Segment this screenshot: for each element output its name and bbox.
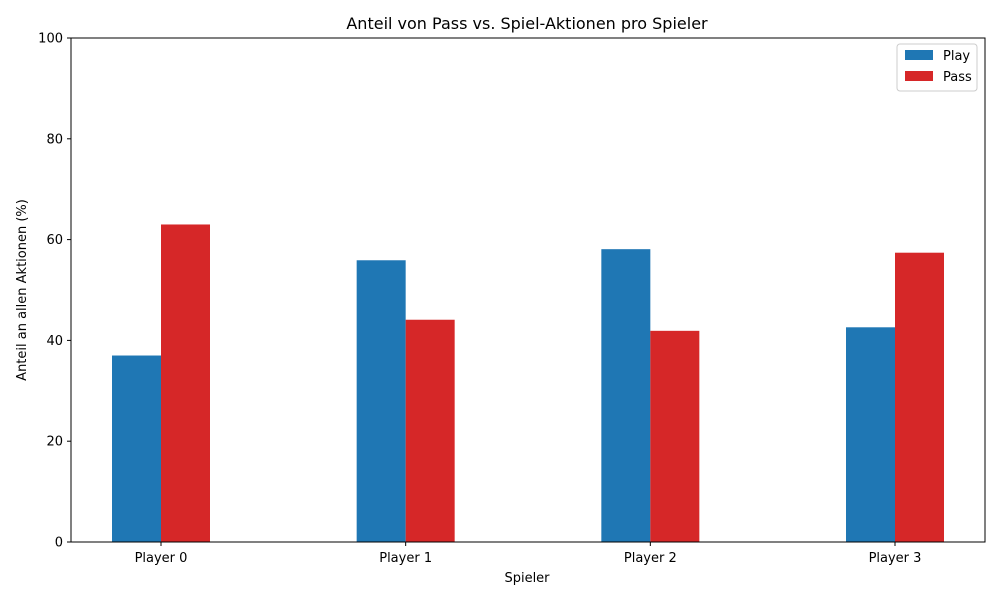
- bar-pass-player-0: [161, 224, 210, 543]
- bars-group: [112, 224, 944, 543]
- x-axis-ticks: Player 0 Player 1 Player 2 Player 3: [135, 542, 922, 566]
- y-tick-label: 40: [46, 334, 63, 349]
- bar-play-player-3: [846, 327, 895, 542]
- x-tick-label: Player 3: [869, 551, 922, 566]
- y-tick-label: 20: [46, 435, 63, 450]
- bar-pass-player-1: [405, 319, 455, 542]
- y-axis-label: Anteil an allen Aktionen (%): [15, 199, 30, 381]
- x-tick-label: Player 2: [624, 551, 677, 566]
- y-tick-label: 80: [46, 132, 63, 147]
- bar-pass-player-2: [650, 330, 700, 542]
- bar-play-player-0: [112, 355, 161, 542]
- y-tick-label: 0: [55, 536, 63, 551]
- legend-label-play: Play: [943, 49, 970, 64]
- legend-swatch-play: [905, 50, 933, 60]
- bar-pass-player-3: [895, 252, 944, 543]
- legend-swatch-pass: [905, 71, 933, 81]
- x-tick-label: Player 0: [135, 551, 188, 566]
- legend: Play Pass: [896, 43, 978, 92]
- chart-title: Anteil von Pass vs. Spiel-Aktionen pro S…: [346, 14, 708, 33]
- y-tick-label: 60: [46, 233, 63, 248]
- bar-play-player-1: [356, 260, 406, 542]
- x-tick-label: Player 1: [379, 551, 432, 566]
- y-tick-label: 100: [38, 32, 63, 47]
- x-axis-label: Spieler: [504, 571, 550, 586]
- plot-frame: [70, 37, 986, 543]
- legend-label-pass: Pass: [943, 70, 972, 85]
- bar-play-player-2: [601, 249, 651, 542]
- y-axis-ticks: 0 20 40 60 80 100: [38, 32, 71, 551]
